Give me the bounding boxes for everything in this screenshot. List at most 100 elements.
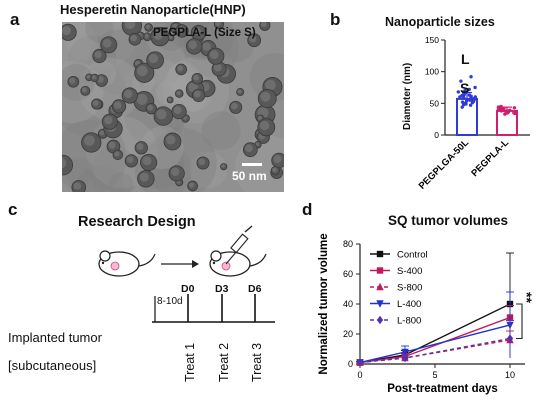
bar-y-tick-label: 0	[434, 130, 439, 140]
panel-letter-c: c	[8, 200, 18, 219]
nanoparticle	[124, 154, 138, 168]
bar-point	[470, 101, 475, 105]
tumor-volume-chart: 0 20 40 60 80 0 5 10 Post-treatment days Normaliz…	[318, 233, 525, 395]
legend-marker	[376, 315, 384, 325]
nanoparticle	[187, 180, 198, 192]
treat-1-label: Treat 1	[183, 342, 197, 382]
legend-marker	[376, 250, 384, 258]
line-y-tick-label: 60	[343, 269, 353, 279]
nanoparticle	[150, 27, 170, 47]
nanoparticle	[92, 48, 107, 64]
line-x-tick-label: 5	[432, 370, 437, 380]
legend-marker	[376, 300, 384, 308]
nanoparticle	[91, 98, 103, 110]
micrograph-texture	[145, 127, 217, 192]
legend-item: Control	[370, 250, 428, 261]
bar-point	[462, 95, 466, 100]
nanoparticle	[257, 118, 276, 137]
nanoparticle	[190, 24, 207, 41]
scale-bar-label: 50 nm	[232, 169, 267, 183]
bar-point	[467, 87, 471, 92]
bar-point	[496, 105, 501, 109]
legend-item: L-800	[370, 316, 421, 327]
timepoint-d6: D6	[248, 283, 262, 295]
pre-implant-duration: 8-10d	[157, 296, 183, 307]
nanoparticle	[175, 63, 187, 76]
nanoparticle	[257, 89, 277, 108]
treat-2-label: Treat 2	[217, 342, 231, 382]
line-y-tick-label: 80	[343, 239, 353, 249]
significance-bracket	[516, 303, 523, 340]
legend-item: S-400	[370, 266, 422, 277]
nanoparticle	[121, 22, 143, 36]
nanoparticle	[144, 23, 153, 32]
nanoparticle	[191, 88, 206, 102]
nanoparticle	[242, 142, 258, 158]
annotation-S: S	[460, 80, 470, 96]
micrograph-texture	[155, 80, 181, 105]
nanoparticle	[271, 152, 284, 169]
nanoparticle	[166, 96, 174, 104]
panel-letter-a: a	[10, 10, 20, 29]
nanoparticle	[62, 23, 77, 41]
bar-point	[512, 111, 516, 115]
nanoparticle	[137, 170, 155, 188]
panel-d-title: SQ tumor volumes	[388, 213, 509, 228]
panel-letter-b: b	[330, 10, 341, 29]
legend-label: L-800	[397, 316, 421, 327]
bar-category-label: PEGPLA-L	[469, 137, 511, 179]
legend-item: L-400	[370, 299, 421, 310]
micrograph-texture	[109, 172, 134, 192]
bar-point	[473, 95, 478, 99]
nanoparticle	[128, 33, 142, 46]
micrograph-texture	[201, 111, 241, 151]
data-point	[401, 353, 409, 363]
nanoparticle	[262, 76, 283, 98]
bar-point	[496, 107, 501, 112]
nanoparticle	[168, 165, 185, 182]
legend-marker	[376, 267, 384, 274]
nanoparticle	[153, 106, 173, 126]
timepoint-d3: D3	[215, 283, 229, 295]
bar-point	[499, 104, 503, 109]
nanoparticle	[140, 153, 158, 172]
bar-point	[506, 109, 510, 114]
nanoparticle	[134, 62, 155, 83]
legend-label: S-400	[397, 266, 422, 277]
arrow-right-icon	[161, 260, 199, 268]
line-x-tick-label: 0	[357, 370, 362, 380]
line-y-axis-label: Normalized tumor volume	[318, 233, 330, 374]
tem-image-particles	[62, 22, 284, 192]
nanoparticle	[145, 102, 157, 115]
bar-point	[512, 106, 517, 110]
bar-point	[503, 112, 507, 116]
nanoparticle	[191, 72, 203, 85]
bar-y-tick-label: 150	[425, 35, 439, 45]
nanoparticle	[100, 36, 118, 54]
bar-point	[473, 85, 477, 90]
bar-y-tick-label: 100	[425, 67, 439, 77]
bar-point	[459, 79, 463, 83]
significance-marker: **	[519, 292, 535, 303]
series-line	[359, 303, 511, 364]
line-y-tick-label: 40	[343, 299, 353, 309]
bar-point	[469, 98, 473, 102]
legend-label: Control	[397, 250, 428, 261]
panel-letter-d: d	[302, 200, 313, 219]
data-point	[506, 334, 514, 343]
bar-point	[469, 75, 473, 79]
nanoparticle	[270, 166, 280, 176]
nanoparticle	[196, 156, 210, 170]
panel-c-title: Research Design	[78, 214, 196, 230]
bar-point	[468, 103, 473, 107]
nanoparticle	[101, 113, 118, 130]
nanoparticle	[90, 73, 99, 83]
nanoparticle	[175, 24, 189, 38]
micrograph-texture	[220, 28, 255, 62]
nanoparticle	[236, 88, 245, 97]
treat-3-label: Treat 3	[250, 342, 264, 382]
bar-y-tick-label: 50	[430, 98, 440, 108]
panel-b-title: Nanoparticle sizes	[385, 15, 495, 29]
data-point	[356, 358, 364, 367]
bar-point	[469, 94, 473, 99]
